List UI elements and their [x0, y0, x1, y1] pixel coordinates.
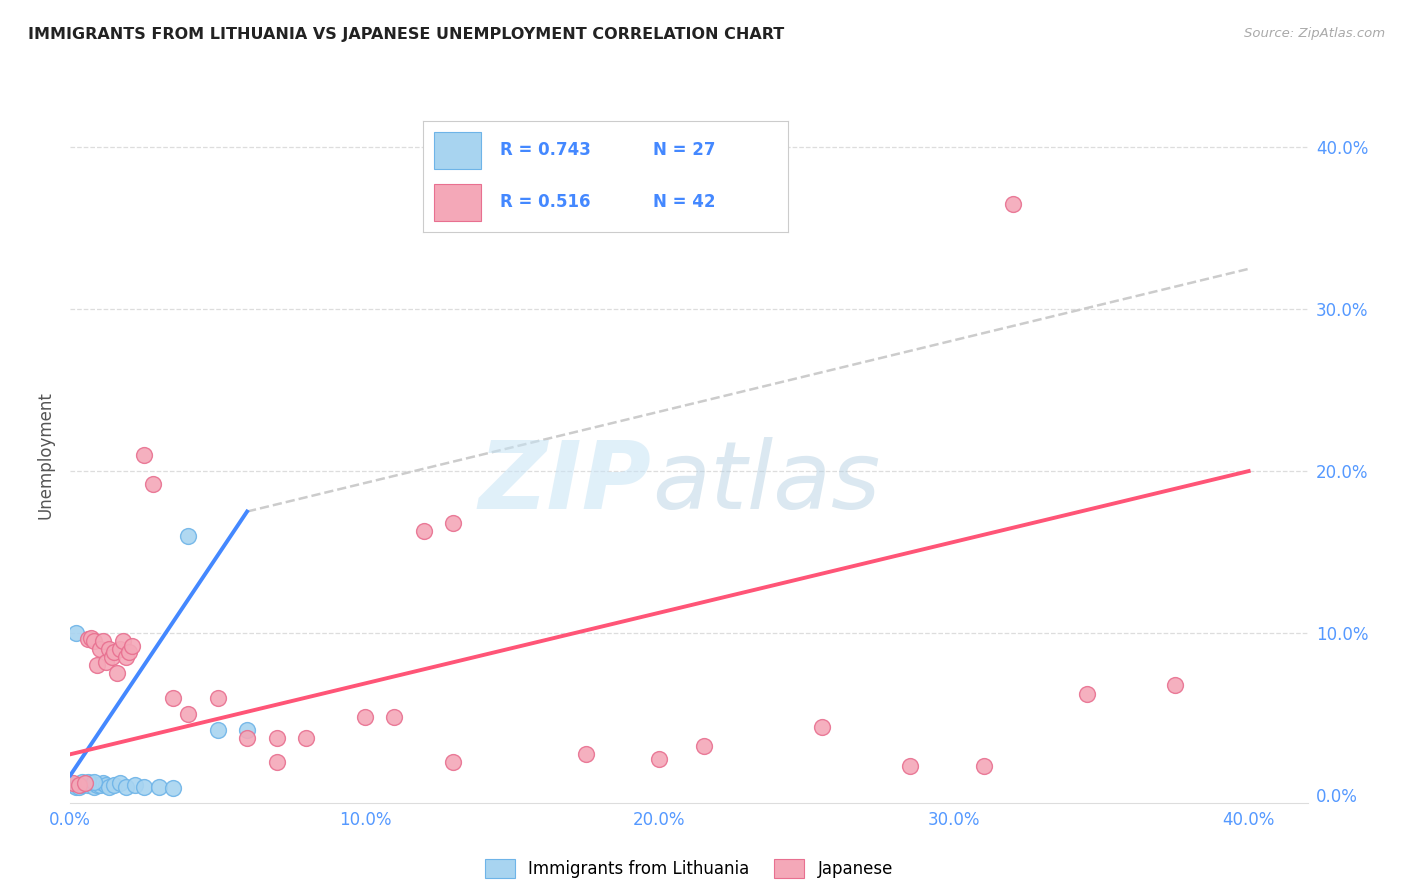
Point — [73, 776, 96, 790]
Point — [648, 752, 671, 766]
Point — [266, 756, 288, 770]
Point — [70, 778, 93, 792]
Point — [67, 780, 90, 794]
Point — [100, 650, 122, 665]
Point — [77, 778, 100, 792]
Point — [898, 758, 921, 772]
Point — [810, 720, 832, 734]
Point — [236, 723, 259, 737]
Point — [65, 780, 87, 794]
Point — [354, 710, 377, 724]
Point — [80, 631, 103, 645]
Point — [162, 690, 184, 705]
Point — [91, 634, 114, 648]
Point — [62, 778, 84, 792]
Text: Source: ZipAtlas.com: Source: ZipAtlas.com — [1244, 27, 1385, 40]
Point — [65, 626, 87, 640]
Point — [70, 774, 93, 789]
Point — [86, 778, 108, 792]
Point — [94, 655, 117, 669]
Point — [124, 778, 146, 792]
Point — [80, 776, 103, 790]
Point — [67, 778, 90, 792]
Point — [107, 666, 129, 681]
Point — [103, 778, 125, 792]
Point — [295, 731, 318, 745]
Point — [236, 731, 259, 745]
Point — [73, 776, 96, 790]
Point — [86, 658, 108, 673]
Point — [412, 524, 434, 538]
Point — [177, 706, 200, 721]
Point — [973, 758, 995, 772]
Y-axis label: Unemployment: Unemployment — [37, 391, 55, 519]
Point — [83, 774, 105, 789]
Point — [1001, 197, 1024, 211]
Point — [162, 781, 184, 796]
Point — [110, 642, 132, 657]
Point — [441, 756, 464, 770]
Point — [207, 723, 229, 737]
Point — [142, 477, 165, 491]
Point — [115, 650, 138, 665]
Point — [121, 639, 143, 653]
Legend: Immigrants from Lithuania, Japanese: Immigrants from Lithuania, Japanese — [478, 853, 900, 885]
Point — [97, 642, 120, 657]
Point — [77, 632, 100, 647]
Point — [112, 634, 135, 648]
Point — [207, 690, 229, 705]
Point — [77, 774, 100, 789]
Point — [103, 645, 125, 659]
Point — [91, 776, 114, 790]
Point — [148, 780, 170, 794]
Point — [97, 780, 120, 794]
Point — [89, 642, 111, 657]
Point — [89, 778, 111, 792]
Point — [692, 739, 714, 754]
Text: ZIP: ZIP — [479, 437, 652, 529]
Point — [382, 710, 405, 724]
Point — [266, 731, 288, 745]
Point — [1076, 687, 1098, 701]
Point — [441, 516, 464, 530]
Point — [83, 780, 105, 794]
Point — [132, 780, 155, 794]
Point — [83, 634, 105, 648]
Point — [132, 448, 155, 462]
Point — [115, 780, 138, 794]
Point — [110, 776, 132, 790]
Point — [94, 778, 117, 792]
Point — [575, 747, 598, 762]
Point — [177, 529, 200, 543]
Point — [1164, 678, 1187, 692]
Point — [118, 645, 141, 659]
Text: IMMIGRANTS FROM LITHUANIA VS JAPANESE UNEMPLOYMENT CORRELATION CHART: IMMIGRANTS FROM LITHUANIA VS JAPANESE UN… — [28, 27, 785, 42]
Point — [62, 776, 84, 790]
Text: atlas: atlas — [652, 437, 880, 528]
